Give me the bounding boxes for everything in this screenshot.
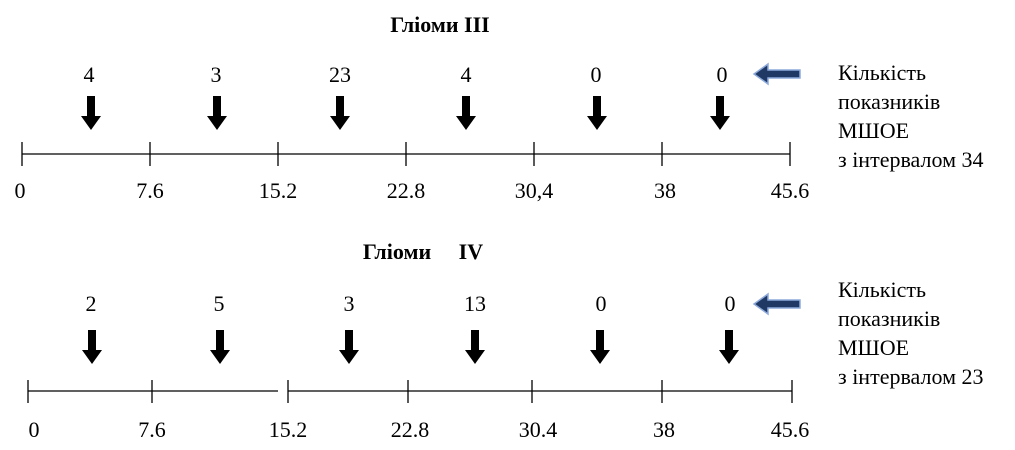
tick-label: 38 (654, 178, 676, 203)
down-arrow-icon (719, 330, 739, 364)
panel-title: Гліоми ІІІ (390, 12, 490, 37)
interval-count: 3 (343, 291, 355, 316)
tick-label: 22.8 (390, 417, 430, 442)
tick-label: 30.4 (518, 417, 558, 442)
interval-count: 0 (595, 291, 607, 316)
down-arrow-icon (339, 330, 359, 364)
left-arrow-icon (752, 292, 801, 316)
interval-count: 23 (329, 62, 351, 87)
interval-count: 4 (460, 62, 472, 87)
note-line: показників (838, 89, 941, 114)
note-line: МШОЕ (838, 335, 910, 360)
tick-label: 15.2 (258, 178, 298, 203)
down-arrow-icon (590, 330, 610, 364)
interval-count: 0 (716, 62, 728, 87)
down-arrow-icon (210, 330, 230, 364)
note-line: Кількість (838, 277, 927, 302)
tick-label: 0 (14, 178, 26, 203)
interval-count: 0 (724, 291, 736, 316)
note-line: МШОЕ (838, 118, 910, 143)
down-arrow-icon (207, 96, 227, 130)
panel-title: Гліоми IV (362, 239, 484, 264)
panel-glioma-3: Гліоми ІІІ 4 3 23 4 0 0 0 7.6 15.2 22.8 … (14, 12, 984, 203)
panel-glioma-4: Гліоми IV 2 5 3 13 0 0 0 7.6 15.2 22.8 3… (0, 225, 1015, 450)
down-arrow-icon (710, 96, 730, 130)
interval-count: 2 (85, 291, 97, 316)
interval-count: 13 (464, 291, 486, 316)
down-arrow-icon (82, 330, 102, 364)
note-line: з інтервалом 34 (838, 147, 984, 172)
interval-count: 0 (590, 62, 602, 87)
tick-label: 45.6 (770, 417, 810, 442)
down-arrow-icon (587, 96, 607, 130)
interval-count: 4 (83, 62, 95, 87)
note-line: Кількість (838, 60, 927, 85)
interval-count: 3 (210, 62, 222, 87)
down-arrow-icon (465, 330, 485, 364)
note-legend: Кількість показників МШОЕ з інтервалом 2… (838, 275, 984, 391)
left-arrow-icon (752, 62, 801, 86)
note-line: з інтервалом 23 (838, 364, 984, 389)
note-line: показників (838, 306, 941, 331)
note-legend: Кількість показників МШОЕ з інтервалом 3… (838, 58, 984, 174)
down-arrow-icon (330, 96, 350, 130)
tick-label: 38 (653, 417, 675, 442)
tick-label: 7.6 (136, 178, 164, 203)
tick-label: 0 (28, 417, 40, 442)
tick-label: 15.2 (268, 417, 308, 442)
interval-count: 5 (213, 291, 225, 316)
down-arrow-icon (81, 96, 101, 130)
down-arrow-icon (456, 96, 476, 130)
tick-label: 7.6 (138, 417, 166, 442)
tick-label: 30,4 (514, 178, 554, 203)
tick-label: 45.6 (770, 178, 810, 203)
tick-label: 22.8 (386, 178, 426, 203)
